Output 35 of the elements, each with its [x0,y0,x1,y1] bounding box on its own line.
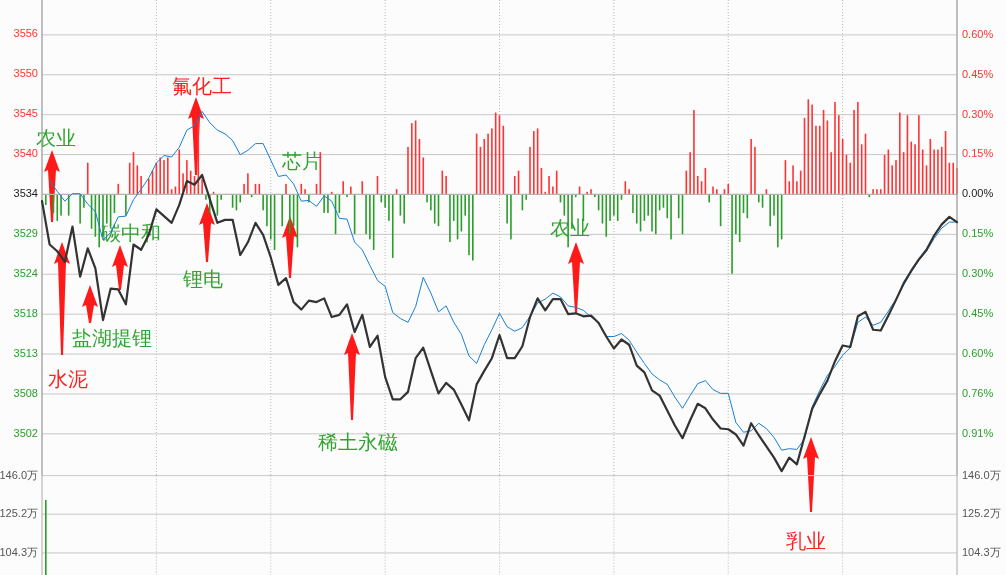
y-tick-label: 125.2万 [0,507,38,520]
y-tick-label: 3540 [13,147,38,160]
y-tick-label: 3502 [13,427,38,440]
y-tick-label: 3545 [13,107,38,120]
y2-tick-label: 0.30% [962,267,994,280]
y2-tick-label: 146.0万 [962,468,1001,481]
y2-tick-label: 0.45% [962,307,994,320]
y-tick-label: 3524 [13,267,38,280]
annotation: 乳业 [786,530,826,552]
annotation: 水泥 [48,368,88,390]
y-tick-label: 3529 [13,227,38,240]
y-tick-label: 3534 [13,187,38,200]
annotation: 稀土永磁 [318,431,398,453]
y2-tick-label: 0.60% [962,346,994,359]
y-tick-label: 3556 [13,27,38,40]
y2-tick-label: 125.2万 [962,507,1001,520]
y2-tick-label: 104.3万 [962,545,1001,558]
y2-tick-label: 0.00% [962,187,994,200]
y2-tick-label: 0.91% [962,426,994,439]
y2-tick-label: 0.15% [962,227,994,240]
y2-tick-label: 0.45% [962,67,994,80]
y-tick-label: 104.3万 [0,545,38,558]
y-tick-label: 3508 [13,387,38,400]
annotation: 农业 [36,127,76,149]
y2-tick-label: 0.30% [962,107,994,120]
annotation: 氟化工 [172,75,232,97]
y-tick-label: 3550 [13,67,38,80]
annotation: 盐湖提锂 [72,327,152,349]
y-tick-label: 3518 [13,307,38,320]
y2-tick-label: 0.15% [962,147,994,160]
annotation: 锂电 [182,268,223,290]
y2-tick-label: 0.60% [962,27,994,40]
y2-tick-label: 0.76% [962,386,994,399]
y-tick-label: 3513 [13,347,38,360]
y-tick-label: 146.0万 [0,468,38,481]
